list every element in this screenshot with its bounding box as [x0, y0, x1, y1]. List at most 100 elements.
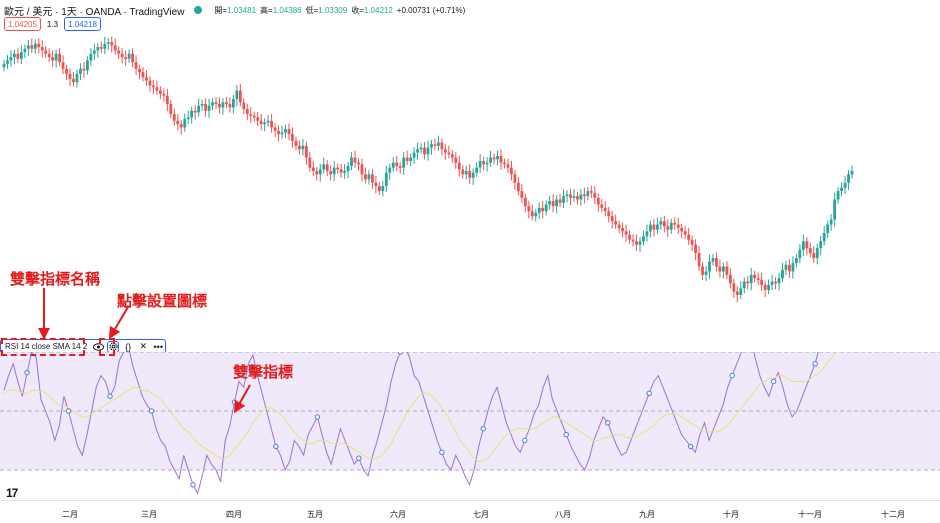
candle	[308, 152, 312, 172]
candle	[770, 274, 774, 291]
time-tick-label: 十一月	[798, 510, 822, 519]
rsi-selection-point	[687, 443, 694, 450]
time-tick-label: 十二月	[881, 510, 905, 519]
symbol-title[interactable]: 歐元 / 美元 · 1天 · OANDA · TradingView	[4, 6, 185, 18]
candle	[72, 72, 75, 87]
trade-buttons: 1.04205 1.3 1.04218	[4, 17, 101, 31]
time-axis[interactable]: 二月 三月 四月 五月 六月 七月 八月 九月 十月 十一月 十二月	[0, 500, 940, 523]
candle	[357, 158, 360, 171]
candle	[221, 98, 225, 115]
candle	[485, 157, 489, 172]
candle	[256, 111, 260, 126]
candle	[812, 246, 816, 264]
candle	[722, 262, 725, 279]
candle	[58, 48, 62, 67]
time-tick-label: 二月	[62, 510, 78, 519]
candle	[329, 165, 333, 181]
candle	[690, 235, 694, 251]
time-tick-label: 五月	[307, 510, 323, 519]
candle	[416, 142, 419, 160]
candle	[833, 192, 837, 227]
candle	[697, 246, 701, 271]
candle	[520, 184, 524, 204]
rsi-selection-point	[605, 420, 611, 426]
candle	[600, 198, 604, 213]
candle	[523, 193, 527, 213]
candle	[391, 157, 395, 172]
candle	[287, 123, 291, 141]
candle	[659, 217, 663, 230]
candle	[489, 150, 492, 167]
candle	[259, 113, 263, 131]
candle	[572, 189, 576, 202]
candle	[238, 83, 242, 107]
candle	[33, 39, 37, 54]
candle	[138, 64, 141, 80]
candle	[127, 49, 131, 63]
candle	[172, 108, 176, 126]
candle	[193, 105, 197, 120]
candle	[464, 165, 468, 180]
candle	[298, 140, 301, 155]
candle	[669, 218, 673, 234]
candle	[419, 143, 423, 154]
candle	[291, 127, 294, 149]
candle	[86, 56, 89, 75]
candle	[784, 260, 788, 276]
candle	[68, 68, 72, 87]
candle	[204, 98, 207, 117]
candle	[353, 150, 357, 168]
buy-button[interactable]: 1.04218	[64, 17, 101, 31]
rsi-selection-point	[812, 361, 818, 367]
candle	[516, 177, 520, 196]
candle	[322, 157, 326, 174]
rsi-selection-point	[439, 449, 445, 456]
candle	[124, 50, 128, 66]
candle	[746, 276, 750, 290]
candle	[687, 227, 691, 245]
candle	[579, 188, 583, 206]
rsi-selection-point	[770, 378, 777, 385]
candle	[332, 160, 336, 182]
candle	[346, 161, 350, 179]
candle	[621, 222, 625, 238]
candle	[843, 175, 847, 194]
candle	[673, 217, 677, 230]
rsi-pane[interactable]	[0, 352, 940, 500]
candle	[336, 163, 340, 174]
sell-button[interactable]: 1.04205	[4, 17, 41, 31]
time-tick-label: 六月	[390, 510, 406, 519]
candle	[819, 235, 823, 256]
candle	[13, 49, 16, 65]
candle	[562, 189, 565, 209]
candle	[54, 49, 58, 68]
candle	[47, 48, 51, 63]
candle	[370, 168, 374, 189]
close-icon[interactable]: ✕	[139, 341, 148, 351]
candle	[120, 48, 124, 64]
candle	[110, 36, 114, 53]
candle	[405, 150, 409, 166]
candle	[506, 158, 510, 173]
more-icon[interactable]: •••	[153, 341, 163, 352]
candle	[103, 36, 107, 54]
candle	[82, 61, 86, 78]
candle	[603, 200, 607, 217]
candle	[165, 88, 169, 112]
candle	[763, 280, 767, 298]
candle	[377, 181, 381, 196]
candle	[190, 106, 194, 124]
candle	[374, 175, 378, 194]
price-chart[interactable]	[0, 0, 940, 340]
rsi-indicator-name[interactable]: RSI 14 close SMA 14 2	[5, 342, 88, 351]
rsi-sma-line	[3, 352, 837, 462]
candle	[589, 185, 593, 198]
candle	[179, 119, 183, 135]
candle	[805, 237, 809, 256]
rsi-selection-point	[729, 372, 735, 379]
candle	[280, 125, 284, 139]
braces-icon[interactable]: {}	[125, 341, 132, 352]
candle	[409, 153, 413, 167]
candle	[555, 195, 558, 214]
candle	[614, 214, 618, 229]
